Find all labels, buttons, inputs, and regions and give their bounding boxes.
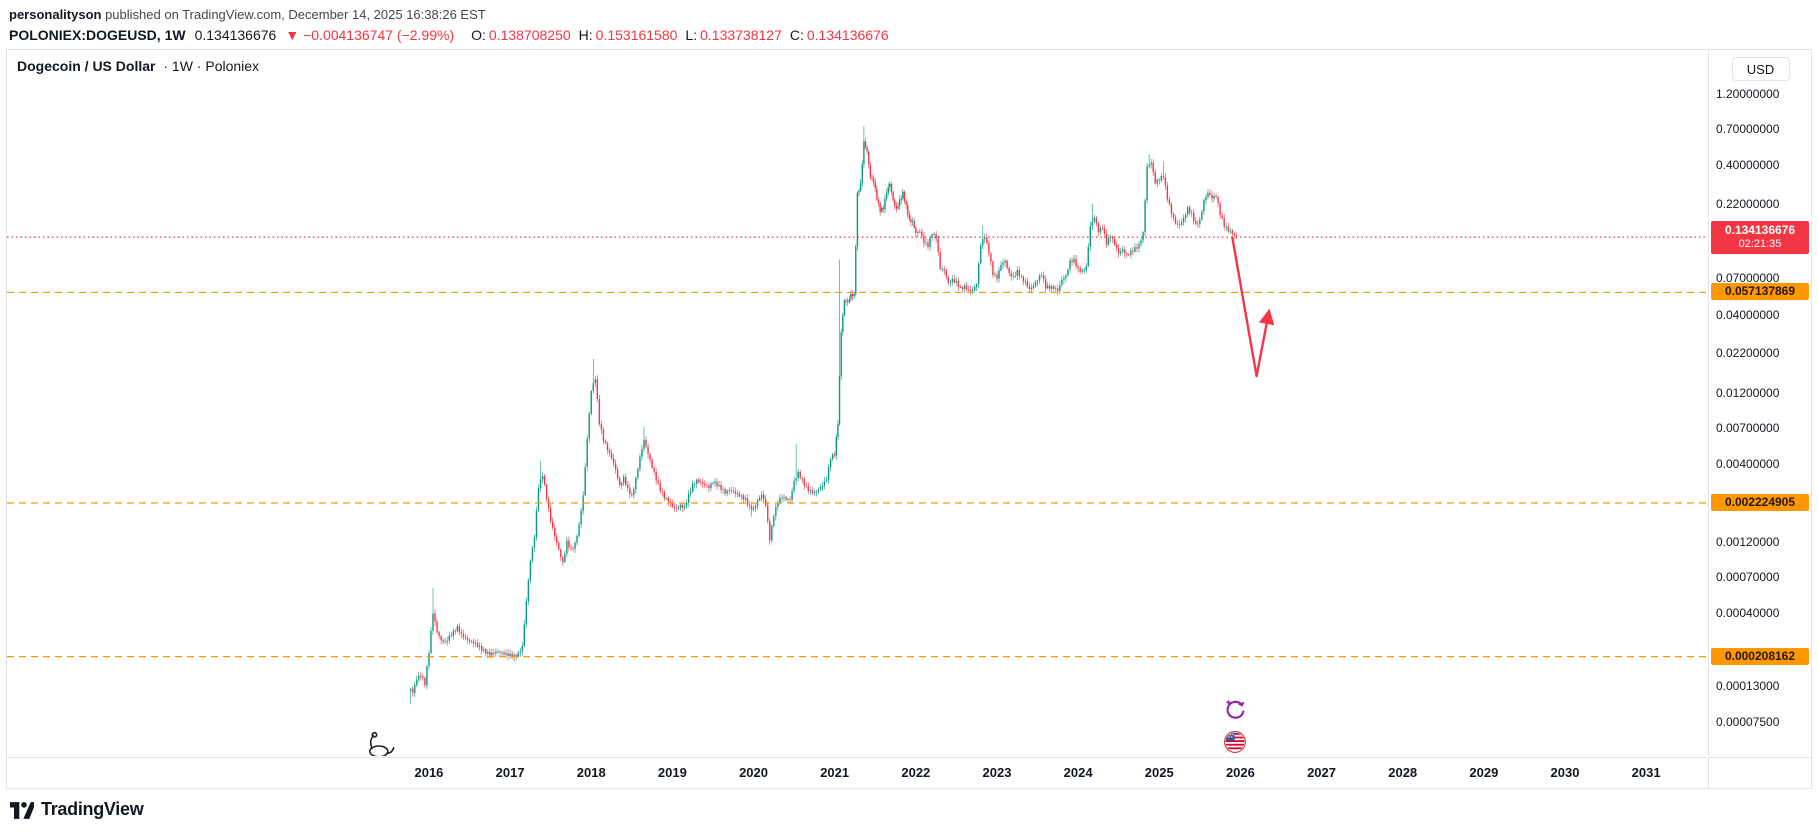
price-change: ▼ −0.004136747 (−2.99%) <box>285 27 455 43</box>
price-tick-label: 0.22000000 <box>1716 196 1780 211</box>
price-tick-label: 0.00700000 <box>1716 420 1780 435</box>
ohlc-label: H: <box>578 27 593 43</box>
price-tick-label: 0.07000000 <box>1716 271 1780 286</box>
footer-bar: TradingView <box>0 789 1818 820</box>
ohlc-label: C: <box>789 27 804 43</box>
symbol-info-bar: POLONIEX:DOGEUSD, 1W 0.134136676 ▼ −0.00… <box>0 22 1818 43</box>
price-tick-label: 0.00070000 <box>1716 569 1780 584</box>
chart-widget: Dogecoin / US Dollar · 1W · Poloniex <box>6 49 1812 789</box>
time-axis-year-label: 2024 <box>1063 765 1093 780</box>
time-axis-year-label: 2020 <box>739 765 768 780</box>
attribution-bar: personalityson published on TradingView.… <box>0 0 1818 22</box>
legend-interval-exchange[interactable]: · 1W · Poloniex <box>163 58 260 74</box>
price-level-label[interactable]: 0.057137869 <box>1711 283 1809 301</box>
price-tick-label: 0.70000000 <box>1716 121 1780 136</box>
price-tick-label: 1.20000000 <box>1716 86 1780 101</box>
cycle-arrows-sticker[interactable] <box>1223 698 1247 727</box>
price-tick-label: 0.00007500 <box>1716 714 1780 729</box>
time-axis-year-label: 2019 <box>657 765 687 780</box>
time-axis[interactable]: 2016 2017 2018 2019 2020 2021 2022 2023 2024 2025… <box>7 757 1707 789</box>
time-axis-year-label: 2016 <box>414 765 444 780</box>
price-tick-label: 0.02200000 <box>1716 346 1780 361</box>
symbol-title[interactable]: POLONIEX:DOGEUSD, 1W <box>9 27 186 43</box>
last-price: 0.134136676 <box>194 27 277 43</box>
currency-toggle-button[interactable]: USD <box>1731 57 1790 81</box>
chart-legend[interactable]: Dogecoin / US Dollar · 1W · Poloniex <box>17 58 259 74</box>
price-axis[interactable]: USD 1.20000000 0.70000000 0.40000000 0.2200… <box>1708 50 1812 756</box>
price-tick-label: 0.00120000 <box>1716 535 1780 550</box>
price-level-label[interactable]: 0.000208162 <box>1711 647 1809 665</box>
time-axis-year-label: 2028 <box>1388 765 1418 780</box>
tradingview-brand[interactable]: TradingView <box>41 799 144 819</box>
time-axis-year-label: 2030 <box>1550 765 1580 780</box>
ohlc-label: L: <box>685 27 698 43</box>
author-name[interactable]: personalityson <box>9 7 102 22</box>
time-axis-year-label: 2023 <box>982 765 1012 780</box>
legend-symbol-name[interactable]: Dogecoin / US Dollar <box>17 58 156 74</box>
ohlc-value: 0.134136676 <box>806 27 889 43</box>
ohlc-label: O: <box>471 27 486 43</box>
axis-corner <box>1708 757 1812 789</box>
price-tick-label: 0.00400000 <box>1716 456 1780 471</box>
price-tick-label: 0.00013000 <box>1716 679 1780 694</box>
time-axis-year-label: 2027 <box>1307 765 1336 780</box>
price-tick-label: 0.01200000 <box>1716 385 1780 400</box>
price-tick-label: 0.04000000 <box>1716 307 1780 322</box>
chart-pane[interactable]: Dogecoin / US Dollar · 1W · Poloniex <box>7 50 1707 756</box>
bar-countdown: 02:21:35 <box>1738 238 1782 251</box>
us-flag-sticker[interactable] <box>1223 730 1247 756</box>
current-price-label[interactable]: 0.134136676 02:21:35 <box>1711 221 1809 255</box>
time-axis-year-label: 2031 <box>1631 765 1661 780</box>
current-price-value: 0.134136676 <box>1724 223 1796 238</box>
time-axis-year-label: 2026 <box>1225 765 1255 780</box>
tradingview-logo-icon[interactable] <box>10 800 34 819</box>
ohlc-value: 0.138708250 <box>488 27 571 43</box>
attribution-text: published on TradingView.com, December 1… <box>101 7 486 22</box>
price-tick-label: 0.00040000 <box>1716 606 1780 621</box>
ohlc-value: 0.153161580 <box>595 27 678 43</box>
price-level-label[interactable]: 0.002224905 <box>1711 493 1809 511</box>
dinosaur-sticker[interactable] <box>359 730 395 756</box>
time-axis-year-label: 2018 <box>576 765 606 780</box>
ohlc-values: O: 0.138708250 H: 0.153161580 L: 0.133738127 C… <box>463 27 889 43</box>
price-tick-label: 0.40000000 <box>1716 158 1780 173</box>
time-axis-year-label: 2022 <box>901 765 931 780</box>
time-axis-year-label: 2029 <box>1469 765 1499 780</box>
candlestick-chart[interactable] <box>7 50 1707 756</box>
time-axis-year-label: 2021 <box>820 765 850 780</box>
time-axis-year-label: 2017 <box>495 765 525 780</box>
time-axis-year-label: 2025 <box>1144 765 1174 780</box>
ohlc-value: 0.133738127 <box>700 27 782 43</box>
